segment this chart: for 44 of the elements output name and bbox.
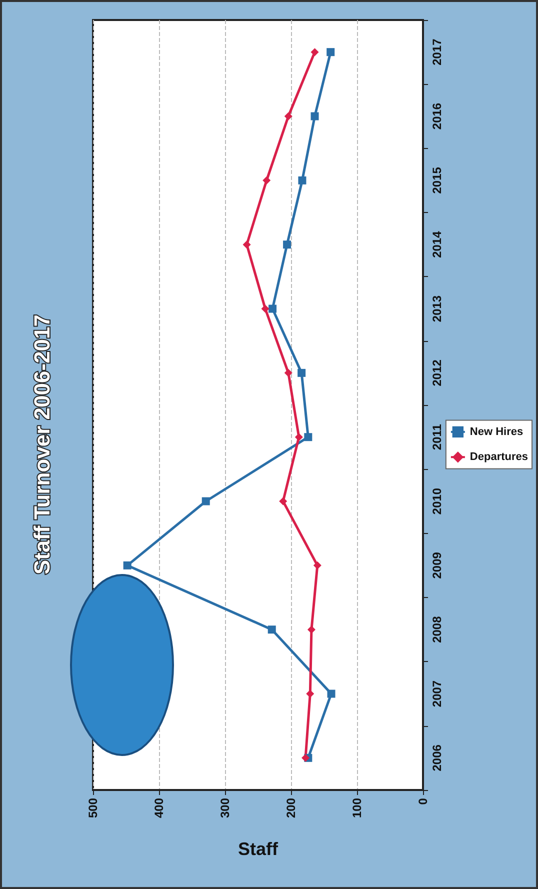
- y-tick-label: 2015: [430, 166, 444, 194]
- y-tick-label: 2011: [430, 424, 444, 450]
- point: [261, 304, 270, 313]
- text: Staff Turnover 2006-2017: [30, 314, 54, 575]
- point: [284, 112, 292, 120]
- y-tick-label: 2013: [430, 295, 444, 322]
- point: [294, 433, 303, 442]
- point: [283, 240, 292, 249]
- x-tick-label: 200: [284, 798, 298, 818]
- point: [268, 626, 276, 634]
- y-tick-label: 2008: [430, 616, 444, 643]
- point: [310, 112, 319, 120]
- y-tick-label: 2012: [430, 359, 444, 386]
- point: [302, 754, 310, 762]
- y-tick-label: 2007: [430, 680, 444, 708]
- x-axis-title: Staff: [238, 839, 280, 859]
- point: [123, 561, 132, 570]
- point: [304, 433, 312, 442]
- y-tick-label: 2010: [430, 488, 444, 515]
- point: [262, 176, 271, 184]
- legend-label: Departures: [470, 451, 528, 464]
- point: [268, 304, 277, 313]
- legend-label: New Hires: [470, 426, 524, 438]
- point: [298, 368, 306, 377]
- y-tick-label: 2006: [430, 744, 444, 772]
- point: [327, 690, 336, 698]
- x-tick-label: 500: [86, 798, 100, 818]
- point: [313, 561, 322, 570]
- y-tick-label: 2009: [430, 552, 444, 579]
- x-tick-label: 400: [152, 798, 166, 818]
- point: [202, 497, 210, 506]
- y-tick-label: 2016: [430, 102, 444, 130]
- point: [306, 690, 314, 698]
- point: [284, 368, 292, 377]
- y-tick-label: 2017: [430, 38, 444, 66]
- point: [310, 48, 319, 56]
- point: [279, 497, 288, 506]
- x-tick-label: 100: [350, 798, 364, 818]
- x-tick-label: 300: [218, 798, 232, 818]
- point: [326, 48, 335, 56]
- y-tick-label: 2014: [430, 230, 444, 258]
- x-tick-label: 0: [416, 798, 430, 805]
- point: [242, 240, 251, 249]
- point: [298, 176, 306, 184]
